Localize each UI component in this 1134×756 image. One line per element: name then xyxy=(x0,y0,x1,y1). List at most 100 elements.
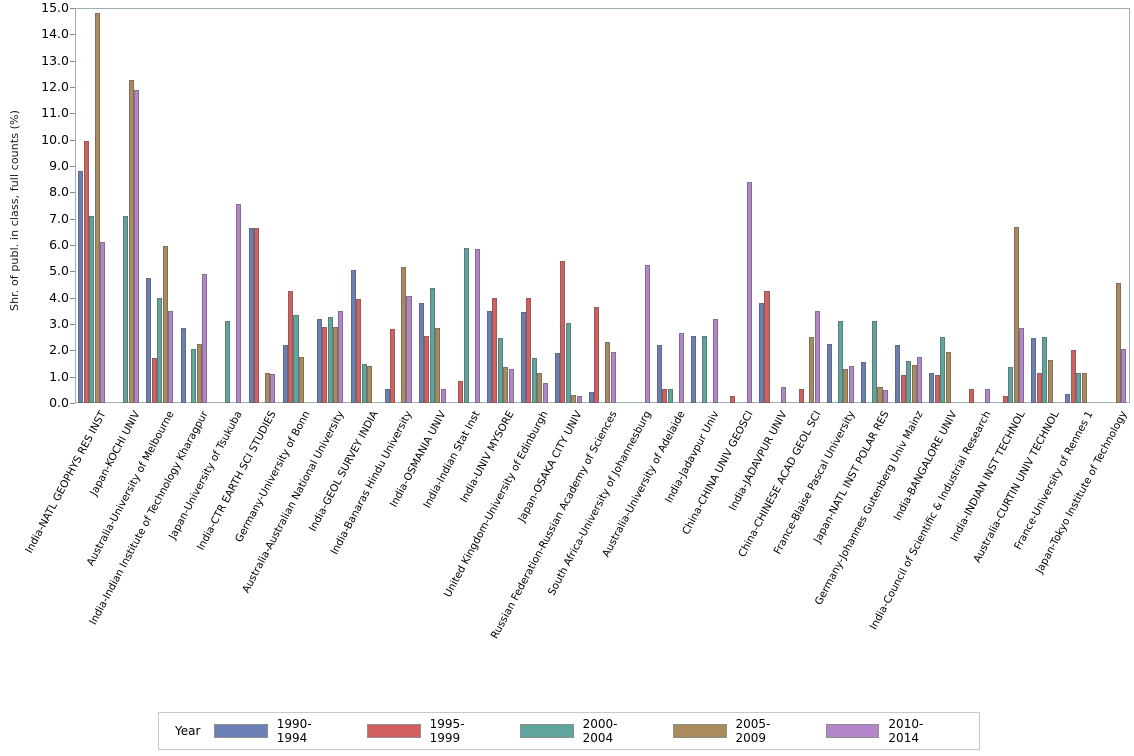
bar xyxy=(916,356,922,403)
y-axis-tick-label: 2.0 xyxy=(49,342,69,358)
y-axis-tick-mark xyxy=(70,8,75,9)
bar xyxy=(945,351,951,403)
y-axis-tick-mark xyxy=(70,376,75,378)
x-axis-label: Japan-OSAKA CITY UNIV xyxy=(516,409,586,525)
bar xyxy=(537,372,543,403)
y-axis-tick-label: 15.0 xyxy=(41,0,69,15)
bar xyxy=(780,387,786,403)
bar xyxy=(503,367,509,403)
legend-item-label: 1995-1999 xyxy=(429,717,465,745)
legend-item-label: 1990-1994 xyxy=(276,717,312,745)
y-axis-tick-mark xyxy=(70,192,75,194)
bar xyxy=(157,297,163,403)
bar xyxy=(798,388,804,403)
legend-swatch xyxy=(826,724,880,738)
legend-item[interactable]: 2000-2004 xyxy=(520,717,647,745)
y-axis-tick-mark xyxy=(70,139,75,141)
legend-item[interactable]: 2010-2014 xyxy=(826,717,953,745)
bar xyxy=(1121,349,1127,403)
bar xyxy=(656,345,662,403)
bar xyxy=(929,372,935,403)
y-axis-tick-label: 1.0 xyxy=(49,368,69,384)
legend-item-label: 2010-2014 xyxy=(888,717,924,745)
y-axis-label-text: Shr. of publ. in class, full counts (%) xyxy=(8,109,22,311)
bar xyxy=(180,327,186,403)
y-axis-tick-label: 13.0 xyxy=(41,52,69,68)
bar xyxy=(191,349,197,403)
bar xyxy=(440,388,446,403)
legend-item-label: 2000-2004 xyxy=(582,717,618,745)
bar xyxy=(1081,372,1087,403)
bar xyxy=(565,322,571,403)
bar xyxy=(571,395,577,403)
bar xyxy=(1076,372,1082,403)
bar xyxy=(338,310,344,403)
y-axis-tick-label: 8.0 xyxy=(49,184,69,200)
legend-item-label: 2005-2009 xyxy=(735,717,771,745)
bar xyxy=(985,388,991,403)
y-axis-label: Shr. of publ. in class, full counts (%) xyxy=(2,0,28,420)
bar xyxy=(1065,393,1071,403)
bar xyxy=(146,277,152,403)
y-axis-tick-mark xyxy=(70,403,75,404)
bar xyxy=(531,358,537,403)
bar xyxy=(418,302,424,403)
bar xyxy=(327,317,333,403)
bar xyxy=(298,356,304,403)
y-axis-tick-mark xyxy=(70,271,75,273)
bar xyxy=(486,310,492,403)
bar xyxy=(843,368,849,403)
bar xyxy=(520,312,526,403)
y-axis-tick-mark xyxy=(70,245,75,246)
bar xyxy=(838,321,844,403)
bar xyxy=(872,321,878,403)
bar xyxy=(1070,350,1076,403)
bar xyxy=(94,13,100,403)
bar xyxy=(128,80,134,403)
bar xyxy=(764,291,770,403)
legend-item[interactable]: 1990-1994 xyxy=(214,717,341,745)
legend-items: 1990-1994 1995-1999 2000-2004 2005-2009 2010… xyxy=(214,717,979,745)
legend-title: Year xyxy=(175,724,201,738)
bar xyxy=(134,89,140,403)
bar xyxy=(610,351,616,403)
legend-item[interactable]: 1995-1999 xyxy=(367,717,494,745)
y-axis-tick-mark xyxy=(70,60,75,62)
bar xyxy=(588,392,594,403)
bar xyxy=(678,333,684,403)
bar xyxy=(746,181,752,403)
bar xyxy=(712,318,718,403)
bar xyxy=(270,374,276,403)
bar xyxy=(492,297,498,403)
y-axis-tick-label: 4.0 xyxy=(49,289,69,305)
legend-swatch xyxy=(520,724,574,738)
y-axis-tick-label: 10.0 xyxy=(41,131,69,147)
bar xyxy=(1031,338,1037,403)
legend-swatch xyxy=(367,724,421,738)
bar xyxy=(497,338,503,403)
bar xyxy=(940,337,946,403)
bar xyxy=(1019,327,1025,403)
y-axis-tick-label: 9.0 xyxy=(49,158,69,173)
y-axis-tick-mark xyxy=(70,297,75,299)
bar xyxy=(701,335,707,403)
bar xyxy=(254,227,260,403)
legend-item[interactable]: 2005-2009 xyxy=(673,717,800,745)
bar xyxy=(1008,367,1014,403)
bar xyxy=(463,247,469,403)
y-axis-tick-label: 6.0 xyxy=(49,237,69,252)
bar xyxy=(730,396,736,403)
bar xyxy=(644,264,650,403)
y-axis-tick-label: 14.0 xyxy=(41,26,69,42)
bar xyxy=(350,270,356,403)
bar xyxy=(384,388,390,403)
x-axis-label: Russian Federation-Russian Academy of Sc… xyxy=(488,409,620,641)
bar xyxy=(911,364,917,403)
y-axis-tick-label: 3.0 xyxy=(49,316,69,331)
bar xyxy=(225,321,231,403)
y-axis-tick-label: 7.0 xyxy=(49,210,69,226)
bar xyxy=(100,242,106,403)
bar xyxy=(1013,226,1019,403)
bar xyxy=(356,298,362,403)
